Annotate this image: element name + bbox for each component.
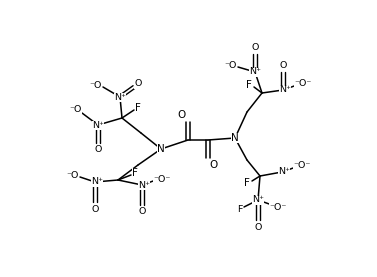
Text: N⁺: N⁺ [114,93,126,101]
Text: O: O [279,60,287,70]
Text: O: O [254,222,262,232]
Text: F: F [237,206,243,214]
Text: O: O [94,145,102,155]
Text: N⁺: N⁺ [252,196,264,204]
Text: N: N [157,144,165,154]
Text: F: F [135,103,141,113]
Text: ⁻O: ⁻O [67,171,79,181]
Text: F: F [132,168,138,178]
Text: ⁻O⁻: ⁻O⁻ [293,161,311,171]
Text: ⁻O: ⁻O [70,106,82,114]
Text: F: F [244,178,250,188]
Text: N⁺: N⁺ [91,178,103,186]
Text: N: N [231,133,239,143]
Text: O: O [134,79,142,88]
Text: ⁻O⁻: ⁻O⁻ [153,175,171,183]
Text: O: O [251,42,259,52]
Text: N⁺: N⁺ [92,120,104,130]
Text: ⁻O: ⁻O [90,81,102,89]
Text: ⁻O: ⁻O [225,61,237,71]
Text: O: O [138,207,146,217]
Text: ⁻O⁻: ⁻O⁻ [269,202,287,212]
Text: O: O [210,160,218,170]
Text: N⁺: N⁺ [279,86,291,94]
Text: ⁻O⁻: ⁻O⁻ [294,79,312,88]
Text: N⁺: N⁺ [278,168,290,176]
Text: O: O [91,204,99,214]
Text: F: F [246,80,252,90]
Text: N⁺: N⁺ [138,181,150,189]
Text: O: O [178,110,186,120]
Text: N⁺: N⁺ [249,68,261,76]
